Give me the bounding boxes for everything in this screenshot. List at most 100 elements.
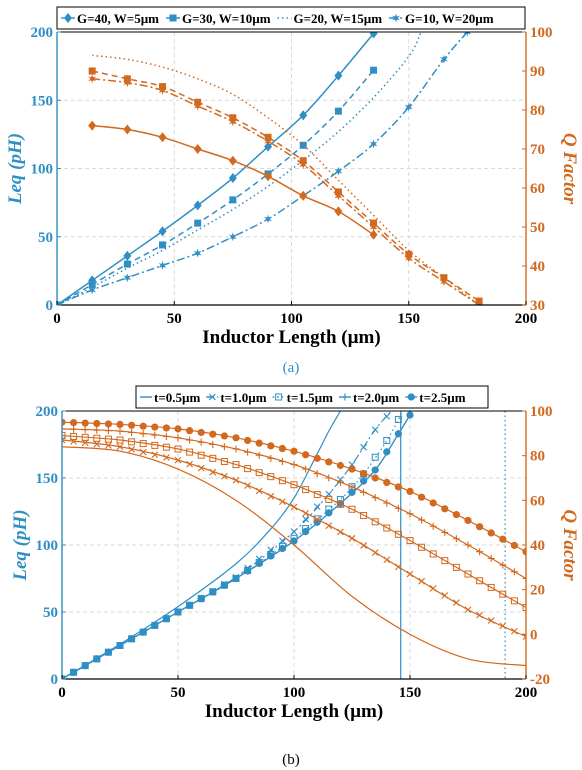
data-point bbox=[209, 454, 217, 462]
x-axis-label: Inductor Length (µm) bbox=[202, 327, 380, 348]
data-point bbox=[139, 422, 147, 430]
data-point bbox=[325, 495, 333, 503]
series-leq-3 bbox=[57, 33, 422, 305]
data-point bbox=[440, 54, 448, 64]
data-point bbox=[151, 451, 159, 459]
data-point bbox=[334, 191, 343, 201]
data-point bbox=[229, 196, 237, 204]
data-point bbox=[174, 608, 182, 616]
data-point bbox=[123, 124, 132, 135]
data-point bbox=[440, 277, 448, 287]
data-point bbox=[313, 454, 321, 462]
legend-label: t=1.5µm bbox=[287, 390, 333, 405]
data-point bbox=[88, 281, 96, 289]
series-q-5 bbox=[88, 120, 378, 240]
legend-item: G=20, W=15µm bbox=[277, 11, 382, 26]
data-point bbox=[162, 615, 170, 623]
data-point bbox=[123, 250, 132, 261]
data-point bbox=[151, 621, 159, 630]
data-point bbox=[429, 499, 437, 507]
data-point bbox=[441, 557, 449, 565]
data-point bbox=[348, 465, 356, 473]
data-point bbox=[383, 436, 391, 444]
data-point bbox=[264, 141, 273, 152]
data-point bbox=[383, 412, 391, 420]
data-point bbox=[394, 415, 402, 423]
data-point bbox=[279, 498, 286, 506]
data-point bbox=[174, 434, 182, 442]
data-point bbox=[278, 444, 286, 453]
data-point bbox=[452, 535, 460, 543]
x-tick-label: 50 bbox=[167, 311, 182, 327]
data-point bbox=[197, 451, 205, 459]
data-point bbox=[522, 548, 526, 556]
data-point bbox=[264, 136, 272, 146]
data-point bbox=[244, 482, 251, 489]
data-point bbox=[209, 441, 217, 448]
data-point bbox=[476, 548, 484, 556]
data-point bbox=[404, 253, 413, 263]
data-point bbox=[487, 617, 495, 624]
data-point bbox=[406, 411, 414, 419]
data-point bbox=[452, 511, 460, 519]
series-q-7 bbox=[62, 436, 526, 640]
data-point bbox=[159, 241, 167, 249]
data-point bbox=[158, 226, 167, 237]
data-point bbox=[334, 206, 343, 217]
data-point bbox=[267, 442, 275, 450]
data-point bbox=[220, 432, 228, 440]
data-point bbox=[370, 66, 378, 74]
data-point bbox=[220, 581, 228, 589]
y2-tick-label: 40 bbox=[530, 259, 545, 275]
series-line bbox=[92, 70, 480, 302]
x-tick-label: 150 bbox=[399, 685, 422, 701]
y2-tick-label: 40 bbox=[530, 538, 545, 554]
legend-swatch-marker bbox=[341, 393, 349, 401]
series-line bbox=[62, 411, 341, 679]
y-tick-label: 150 bbox=[36, 471, 59, 487]
data-point bbox=[313, 503, 321, 510]
data-point bbox=[476, 577, 484, 585]
data-point bbox=[476, 523, 484, 531]
data-point bbox=[186, 460, 193, 468]
legend-swatch-marker bbox=[208, 393, 216, 401]
y2-tick-label: 70 bbox=[530, 142, 545, 158]
data-point bbox=[290, 503, 298, 511]
data-point bbox=[336, 500, 344, 508]
y2-axis-label: Q Factor bbox=[559, 133, 580, 205]
data-point bbox=[174, 445, 182, 453]
data-point bbox=[348, 488, 356, 496]
data-point bbox=[193, 200, 202, 211]
legend-item: t=1.5µm bbox=[272, 390, 333, 405]
data-point bbox=[62, 436, 66, 444]
data-point bbox=[163, 454, 170, 461]
data-point bbox=[123, 260, 131, 268]
data-point bbox=[383, 524, 391, 532]
data-point bbox=[299, 110, 308, 121]
y-tick-label: 200 bbox=[31, 25, 54, 41]
data-point bbox=[348, 505, 356, 513]
data-point bbox=[116, 420, 124, 428]
legend-box bbox=[56, 6, 526, 30]
data-point bbox=[313, 470, 321, 478]
data-point bbox=[302, 451, 310, 459]
data-point bbox=[336, 461, 344, 470]
data-point bbox=[88, 285, 97, 295]
x-tick-label: 200 bbox=[515, 311, 538, 327]
data-point bbox=[105, 442, 112, 449]
data-point bbox=[290, 461, 298, 469]
data-point bbox=[487, 583, 495, 591]
data-point bbox=[70, 419, 78, 427]
legend-swatch-marker bbox=[392, 13, 400, 23]
x-tick-label: 0 bbox=[58, 685, 66, 701]
data-point bbox=[334, 70, 343, 81]
legend-item: G=40, W=5µm bbox=[61, 11, 159, 26]
data-point bbox=[510, 568, 518, 576]
y-tick-label: 100 bbox=[31, 162, 54, 178]
data-point bbox=[116, 436, 124, 444]
data-point bbox=[244, 567, 252, 575]
data-point bbox=[267, 492, 275, 500]
data-point bbox=[325, 474, 333, 482]
data-point bbox=[116, 443, 124, 451]
data-point bbox=[158, 86, 167, 95]
